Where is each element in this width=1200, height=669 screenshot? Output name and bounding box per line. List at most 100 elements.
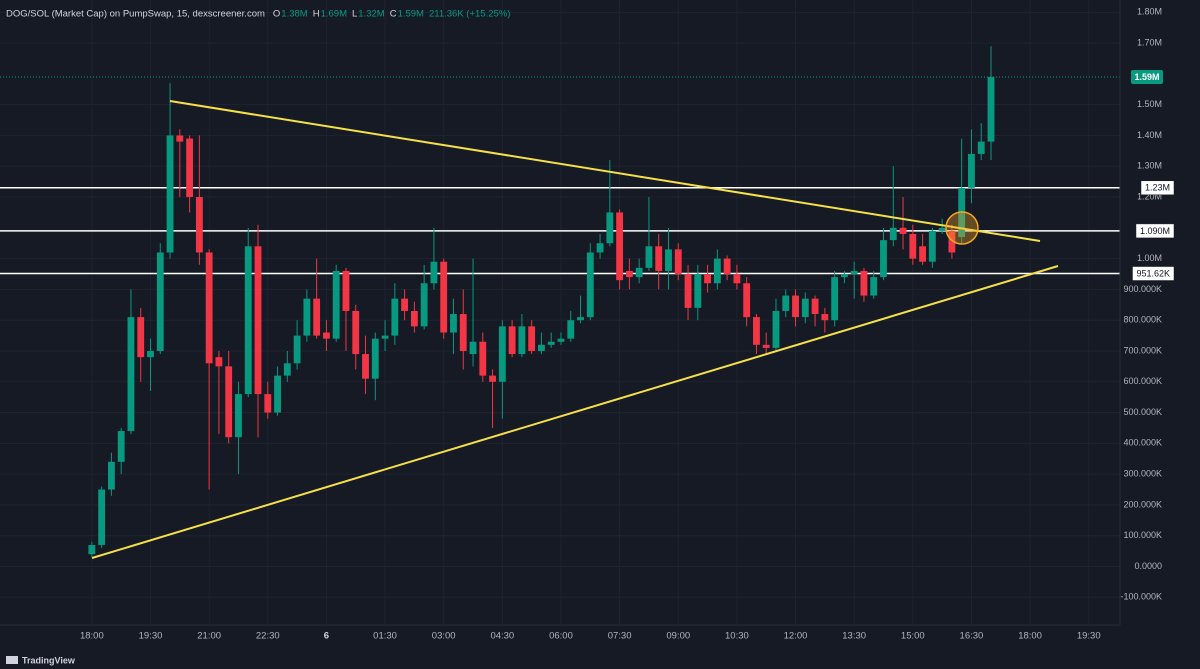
candle-body [577,317,584,321]
candle-body [821,314,829,321]
candle-body [127,317,135,432]
candle-body [625,270,633,278]
candle-body [303,298,311,336]
candle-body [801,298,809,318]
x-tick-label: 12:00 [784,631,808,642]
level-label: 1.090M [1140,226,1170,236]
brand-icon [6,656,18,664]
candle-body [235,394,242,438]
candle-body [107,461,115,490]
y-tick-label: 1.40M [1137,130,1162,140]
candle-body [899,227,907,234]
candle-body [938,227,946,231]
y-tick-label: 800.000K [1123,315,1162,325]
branding: TradingView [6,655,76,665]
candle-body [195,197,203,253]
candle-body [909,233,917,259]
candle-body [430,261,438,284]
x-tick-label: 19:30 [1077,631,1101,642]
x-tick-label: 19:30 [139,631,163,642]
y-tick-label: 700.000K [1123,345,1162,355]
x-tick-label: 15:00 [901,631,925,642]
candle-body [205,252,213,364]
y-tick-label: 300.000K [1123,469,1162,479]
candle-body [459,314,467,351]
candle-body [254,246,262,395]
last-price-badge [1131,69,1163,84]
candle-body [870,277,878,296]
brand-name: TradingView [22,655,76,665]
candle-body [889,227,897,241]
candle-body [440,261,448,333]
candle-body [420,283,428,327]
candle-body [176,135,184,142]
candle-body [528,326,536,351]
candle-body [655,246,663,271]
candle-body [225,366,233,438]
candle-body [782,295,790,311]
candle-body [733,274,741,284]
candle-body [498,326,506,382]
x-tick-label: 18:00 [80,631,104,642]
candle-body [674,249,682,275]
candle-body [401,298,409,311]
y-tick-label: 1.20M [1137,191,1162,201]
x-tick-label: 10:30 [725,631,749,642]
y-tick-label: 1.80M [1137,7,1162,17]
candle-body [928,230,936,262]
candle-body [753,317,760,345]
highlight-circle [945,211,979,245]
x-tick-label: 22:30 [256,631,280,642]
candle-body [450,314,457,333]
candle-body [977,141,985,154]
candle-body [391,298,399,336]
header: DOG/SOL (Market Cap) on PumpSwap, 15, de… [6,9,510,20]
candle-body [323,332,330,339]
candles [88,46,995,558]
candle-body [684,274,692,308]
chart-title: DOG/SOL (Market Cap) on PumpSwap, 15, de… [6,9,265,20]
candle-body [547,341,555,345]
candle-body [850,270,858,275]
trendline-lower [91,265,1059,559]
y-tick-label: 1.70M [1137,37,1162,47]
candle-body [215,357,223,367]
candle-body [147,350,154,358]
candle-body [518,326,526,355]
candle-body [469,341,477,355]
y-tick-label: 1.00M [1137,253,1162,263]
level-badge [1132,266,1175,281]
candle-body [283,363,291,376]
candle-body [538,344,545,351]
ohlc-key: H [313,9,320,20]
candle-body [244,246,252,395]
candle-body [713,258,721,284]
ohlc-key: C [390,9,397,20]
candle-body [156,252,164,351]
candle-body [762,344,770,348]
candle-body [186,138,194,198]
candle-body [772,310,780,348]
candle-body [948,230,956,253]
trendline-upper [169,100,1041,242]
candle-body [919,246,927,262]
candle-body [352,310,360,355]
x-tick-label: 18:00 [1018,631,1042,642]
candle-body [479,341,487,376]
candle-body [811,298,819,315]
candle-body [117,431,125,462]
x-tick-label: 03:00 [432,631,456,642]
candle-body [508,326,516,355]
y-tick-label: 600.000K [1123,376,1162,386]
ohlc-value: 1.69M [321,9,347,20]
level-label: 1.23M [1145,183,1170,193]
y-tick-label: 1.30M [1137,161,1162,171]
y-tick-label: 400.000K [1123,438,1162,448]
change: 211.36K (+15.25%) [429,9,510,20]
axes: 1.80M 1.70M 1.50M 1.40M 1.30M 1.20M 1.00M 900.0… [80,7,1175,642]
ohlc-value: 1.38M [281,9,307,20]
candle-body [313,298,321,336]
